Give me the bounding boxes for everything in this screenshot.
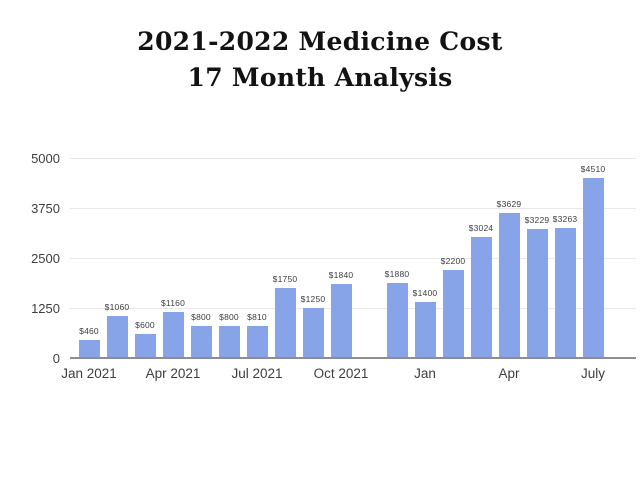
chart-title: 2021-2022 Medicine Cost 17 Month Analysi… [0, 24, 640, 96]
x-axis-tick-label: Jan 2021 [61, 366, 117, 381]
bar-value-label: $3629 [496, 198, 522, 209]
bar [498, 212, 520, 358]
y-axis-tick-label: 2500 [31, 251, 60, 266]
bar-value-label: $1060 [104, 301, 130, 312]
bar-value-label: $1160 [160, 297, 185, 308]
bar [274, 288, 296, 358]
y-axis-tick-label: 1250 [31, 301, 60, 316]
y-axis-tick-label: 3750 [31, 201, 60, 216]
bar [134, 334, 156, 358]
bar-value-label: $1750 [272, 274, 298, 284]
bar-value-label: $800 [219, 312, 239, 322]
bar [106, 315, 128, 358]
bar [554, 227, 576, 358]
x-axis-tick-label: Jan [414, 366, 436, 381]
bar-value-label: $800 [191, 312, 211, 322]
bar-value-label: $1880 [384, 268, 410, 279]
x-axis-tick-label: Apr [498, 366, 520, 381]
bar-value-label: $600 [135, 320, 155, 330]
bar [218, 326, 240, 358]
bar-value-label: $810 [247, 311, 267, 322]
chart-title-line-1: 2021-2022 Medicine Cost [137, 27, 503, 56]
bar [582, 177, 604, 358]
y-axis-tick-label: 0 [52, 351, 60, 366]
x-axis-tick-label: Jul 2021 [231, 366, 283, 381]
bar-value-label: $2200 [440, 256, 466, 266]
bar [470, 237, 492, 358]
bar-value-label: $4510 [580, 163, 606, 174]
bar-value-label: $3229 [524, 214, 550, 225]
y-gridline [70, 158, 636, 159]
bar-value-label: $1250 [300, 294, 326, 304]
bar [330, 284, 352, 358]
bar-value-label: $3263 [552, 213, 578, 224]
bar-value-label: $1840 [328, 270, 354, 281]
bar [246, 325, 268, 358]
bar [526, 228, 548, 358]
bar [414, 302, 436, 358]
bar-value-label: $1400 [412, 288, 438, 298]
chart-title-line-2: 17 Month Analysis [187, 63, 453, 92]
bar [190, 326, 212, 358]
y-gridline [70, 308, 636, 309]
x-axis-line [70, 357, 636, 359]
bar-value-label: $460 [79, 325, 99, 336]
bar [302, 308, 324, 358]
y-gridline [70, 258, 636, 259]
x-axis-tick-label: Oct 2021 [313, 366, 369, 381]
bar [78, 339, 100, 358]
y-axis-tick-label: 5000 [31, 151, 60, 166]
bar [162, 311, 184, 358]
y-gridline [70, 208, 636, 209]
bar-value-label: $3024 [468, 223, 494, 233]
bar [386, 282, 408, 358]
x-axis-tick-label: Apr 2021 [145, 366, 201, 381]
bar [442, 270, 464, 358]
x-axis-tick-label: July [580, 366, 605, 381]
